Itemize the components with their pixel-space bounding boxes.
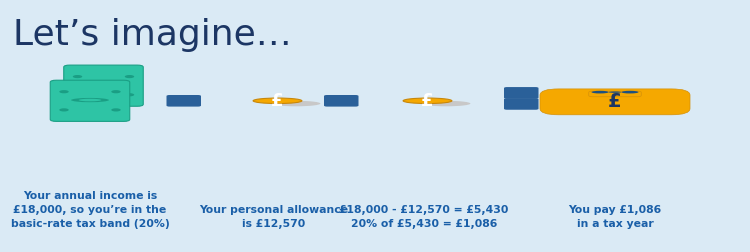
- Ellipse shape: [253, 98, 302, 104]
- Circle shape: [111, 90, 121, 93]
- Text: £: £: [608, 92, 622, 111]
- Circle shape: [124, 75, 134, 78]
- FancyBboxPatch shape: [50, 80, 130, 121]
- Circle shape: [73, 75, 82, 78]
- Text: Let’s imagine…: Let’s imagine…: [13, 18, 292, 52]
- FancyBboxPatch shape: [324, 95, 358, 107]
- FancyBboxPatch shape: [504, 87, 538, 99]
- Text: £: £: [422, 92, 434, 110]
- Ellipse shape: [92, 84, 115, 86]
- Ellipse shape: [85, 83, 122, 87]
- FancyBboxPatch shape: [589, 91, 641, 97]
- Ellipse shape: [592, 91, 608, 93]
- Ellipse shape: [403, 98, 451, 104]
- Ellipse shape: [622, 91, 638, 93]
- Text: £: £: [272, 92, 284, 110]
- Text: £18,000 - £12,570 = £5,430
20% of £5,430 = £1,086: £18,000 - £12,570 = £5,430 20% of £5,430…: [339, 205, 508, 229]
- Ellipse shape: [272, 101, 320, 106]
- Text: You pay £1,086
in a tax year: You pay £1,086 in a tax year: [568, 205, 662, 229]
- FancyBboxPatch shape: [540, 89, 690, 115]
- Ellipse shape: [71, 98, 109, 102]
- Circle shape: [59, 108, 69, 111]
- FancyBboxPatch shape: [64, 65, 143, 106]
- Text: Your personal allowance
is £12,570: Your personal allowance is £12,570: [200, 205, 348, 229]
- Circle shape: [73, 93, 82, 96]
- Text: Your annual income is
£18,000, so you’re in the
basic-rate tax band (20%): Your annual income is £18,000, so you’re…: [10, 191, 170, 229]
- Ellipse shape: [608, 91, 622, 93]
- Circle shape: [59, 90, 69, 93]
- FancyBboxPatch shape: [166, 95, 201, 107]
- Ellipse shape: [79, 99, 101, 101]
- Ellipse shape: [422, 101, 470, 106]
- Circle shape: [124, 93, 134, 96]
- Circle shape: [111, 108, 121, 111]
- FancyBboxPatch shape: [504, 98, 538, 110]
